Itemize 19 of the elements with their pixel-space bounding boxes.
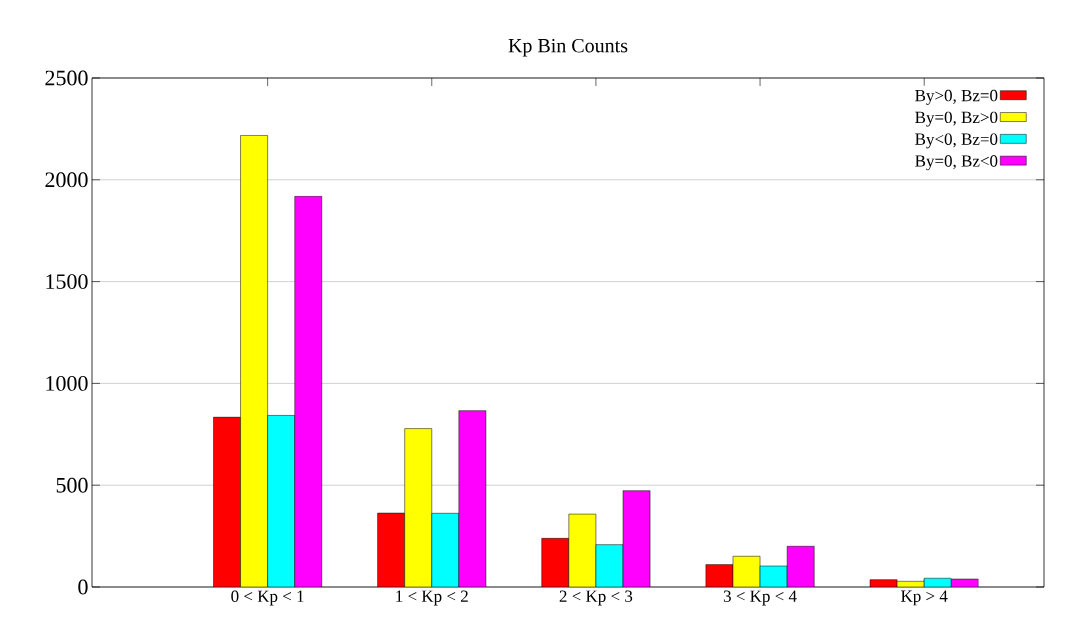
y-tick-label: 0 bbox=[78, 579, 88, 595]
x-tick-label: 1 < Kp < 2 bbox=[396, 590, 468, 606]
y-tick-label: 1000 bbox=[46, 375, 88, 391]
bar bbox=[213, 416, 241, 587]
bar bbox=[377, 512, 405, 587]
x-tick-label: 3 < Kp < 4 bbox=[723, 590, 797, 606]
legend-label: By=0, Bz<0 bbox=[915, 155, 998, 171]
x-tick-label: Kp > 4 bbox=[900, 590, 948, 606]
x-tick-label: 0 < Kp < 1 bbox=[231, 590, 304, 606]
y-tick-label: 500 bbox=[56, 477, 88, 493]
legend-label: By<0, Bz=0 bbox=[915, 133, 998, 149]
y-tick-label: 2000 bbox=[45, 172, 88, 188]
legend-label: By>0, Bz=0 bbox=[915, 89, 998, 105]
x-tick-label: 2 < Kp < 3 bbox=[559, 590, 633, 606]
y-tick-label: 2500 bbox=[45, 70, 88, 86]
chart-title: Kp Bin Counts bbox=[508, 38, 628, 57]
y-tick-label: 1500 bbox=[46, 274, 88, 290]
legend-label: By=0, Bz>0 bbox=[915, 111, 998, 127]
bar bbox=[541, 538, 570, 587]
